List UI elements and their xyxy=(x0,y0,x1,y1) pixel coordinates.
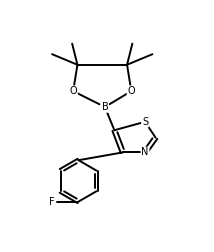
Text: F: F xyxy=(49,197,55,207)
Text: B: B xyxy=(101,102,108,112)
Text: S: S xyxy=(142,117,148,127)
Text: N: N xyxy=(141,147,149,158)
Text: O: O xyxy=(69,86,77,96)
Text: O: O xyxy=(128,86,135,96)
